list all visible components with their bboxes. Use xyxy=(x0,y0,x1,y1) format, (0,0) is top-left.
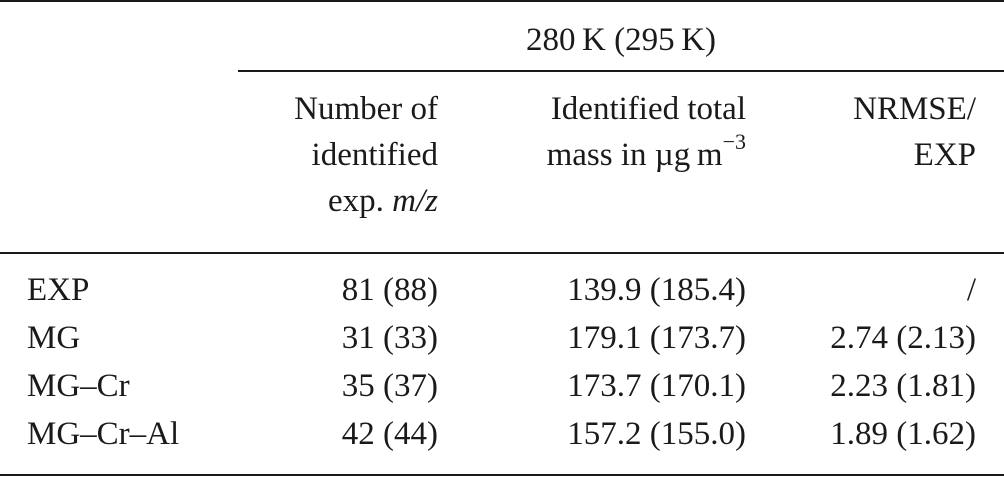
column-header-mass-line2: mass in µg m−3 xyxy=(546,129,746,178)
cell-number: 31 (33) xyxy=(341,320,438,356)
cell-nrmse: 2.23 (1.81) xyxy=(830,368,976,404)
cell-mass: 157.2 (155.0) xyxy=(567,416,746,452)
cell-mass: 139.9 (185.4) xyxy=(567,272,746,308)
column-header-mass-exponent: −3 xyxy=(722,129,746,154)
cell-number: 35 (37) xyxy=(341,368,438,404)
column-header-mass: Identified total mass in µg m−3 xyxy=(547,86,746,178)
cell-mass: 179.1 (173.7) xyxy=(567,320,746,356)
column-header-number: Number of identified exp. m/z xyxy=(294,86,438,224)
bottom-rule xyxy=(0,474,1004,476)
column-header-mass-line2-prefix: mass in µg m xyxy=(546,137,723,173)
row-label: EXP xyxy=(27,272,90,308)
column-header-mass-line1: Identified total xyxy=(550,91,746,127)
cell-nrmse: 2.74 (2.13) xyxy=(830,320,976,356)
group-rule xyxy=(238,70,1004,72)
row-label: MG xyxy=(27,320,81,356)
group-header: 280 K (295 K) xyxy=(525,22,717,58)
cell-nrmse: / xyxy=(966,272,976,308)
cell-number: 81 (88) xyxy=(341,272,438,308)
column-header-number-line3-prefix: exp. xyxy=(328,183,393,219)
cell-mass: 173.7 (170.1) xyxy=(567,368,746,404)
cell-nrmse: 1.89 (1.62) xyxy=(830,416,976,452)
column-header-nrmse-line2: EXP xyxy=(913,137,976,173)
mid-rule xyxy=(0,252,1004,254)
top-rule xyxy=(0,0,1004,2)
column-header-number-line3: exp. m/z xyxy=(294,178,438,224)
column-header-number-line1: Number of xyxy=(294,91,438,127)
column-header-nrmse-line1: NRMSE/ xyxy=(853,91,976,127)
column-header-number-line3-mz: m/z xyxy=(392,183,438,219)
row-label: MG–Cr–Al xyxy=(27,416,180,452)
row-label: MG–Cr xyxy=(27,368,130,404)
column-header-number-line2: identified xyxy=(311,137,438,173)
cell-number: 42 (44) xyxy=(341,416,438,452)
column-header-nrmse: NRMSE/ EXP xyxy=(853,86,976,178)
